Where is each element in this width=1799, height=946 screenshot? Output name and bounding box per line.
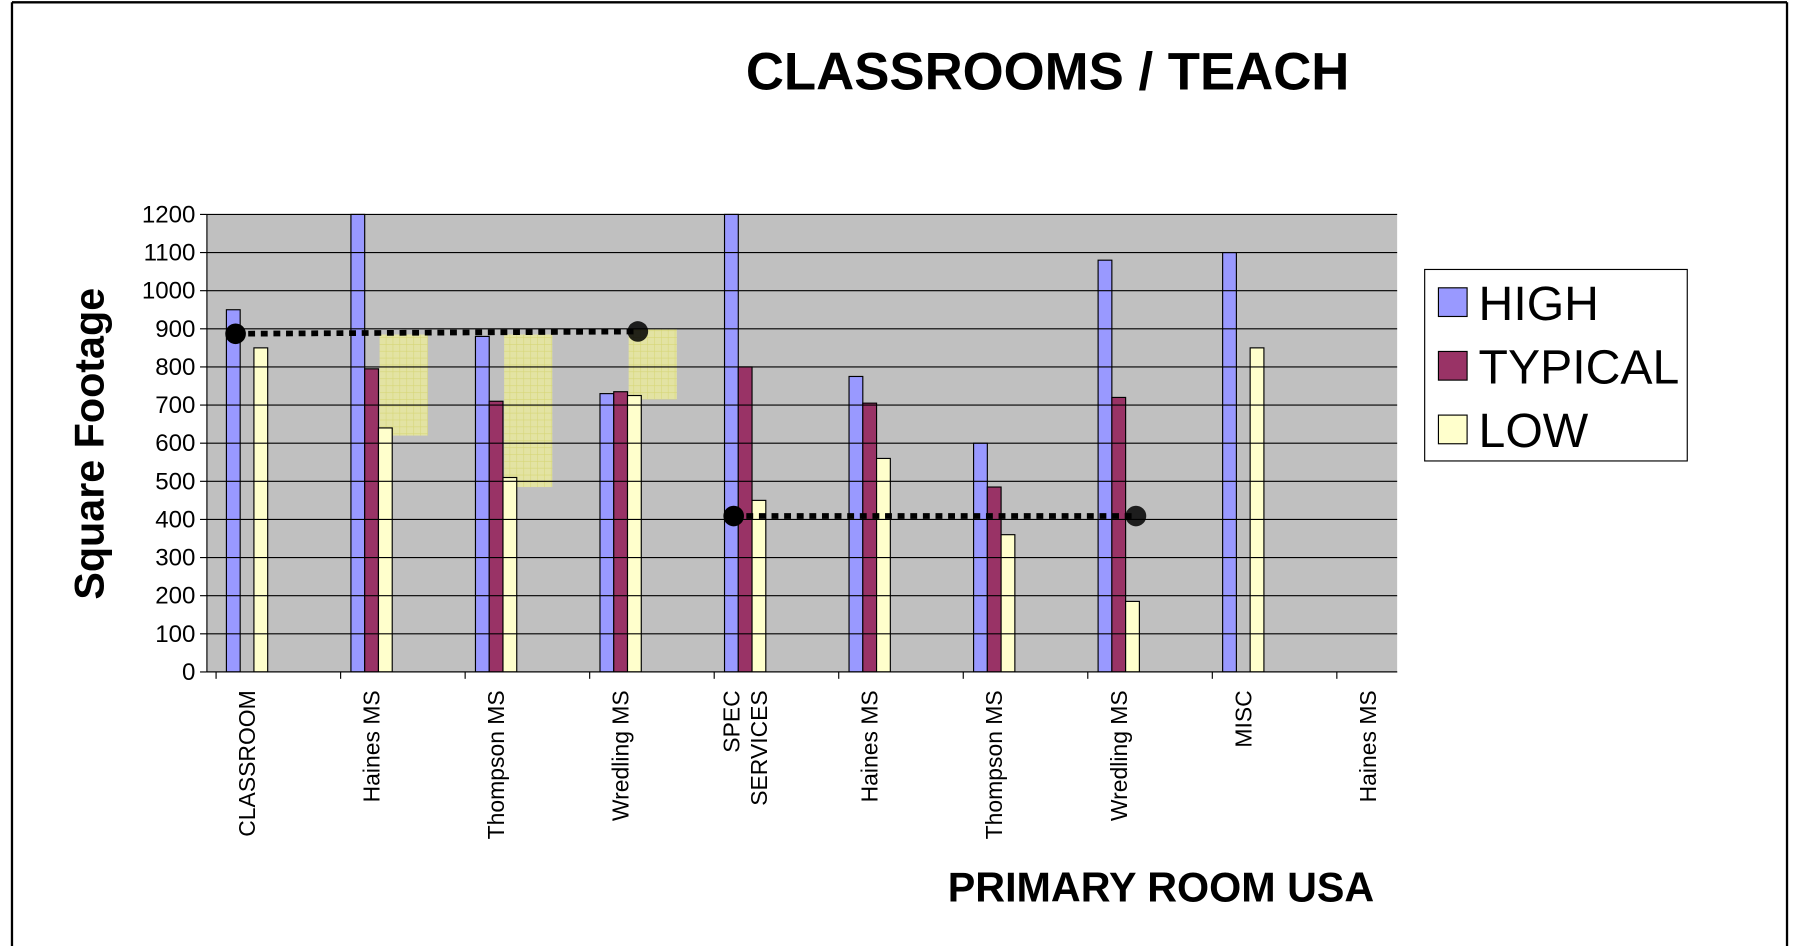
bar — [599, 393, 615, 672]
bar — [1249, 347, 1265, 672]
y-tick-label: 900 — [155, 316, 195, 343]
legend-swatch — [1437, 287, 1468, 318]
bar — [1111, 396, 1127, 672]
x-tick-label: Wredling MS — [608, 690, 634, 821]
y-tick-label: 1200 — [142, 201, 196, 228]
x-axis-title: PRIMARY ROOM USA — [948, 864, 1374, 910]
bar — [474, 335, 490, 672]
y-tick-label: 700 — [155, 392, 195, 419]
bar — [848, 375, 864, 672]
y-tick-label: 200 — [155, 583, 195, 610]
bar — [1097, 259, 1113, 672]
legend — [1424, 268, 1688, 462]
highlight — [379, 334, 428, 436]
legend-label: LOW — [1479, 404, 1589, 458]
x-tick-label: Thompson MS — [981, 690, 1007, 839]
y-tick-label: 300 — [155, 545, 195, 572]
bar — [364, 368, 380, 672]
bar — [1000, 534, 1016, 672]
bar — [613, 391, 629, 672]
y-tick-label: 800 — [155, 354, 195, 381]
reference-point — [627, 321, 649, 342]
bar — [626, 394, 642, 672]
x-tick-label: Wredling MS — [1106, 690, 1132, 821]
bar — [1125, 600, 1140, 672]
x-tick-label: MISC — [1230, 690, 1256, 747]
bar — [253, 347, 269, 672]
x-tick-label: Haines MS — [857, 690, 883, 802]
reference-line — [235, 328, 638, 337]
x-tick-label: Thompson MS — [483, 690, 509, 839]
legend-label: TYPICAL — [1479, 341, 1680, 395]
plot-group — [225, 213, 1265, 672]
bar — [1222, 251, 1237, 672]
chart-title: CLASSROOMS / TEACH — [746, 42, 1350, 101]
legend-swatch — [1437, 414, 1468, 445]
bar — [488, 400, 504, 672]
x-tick-label: Haines MS — [1355, 690, 1381, 802]
bar — [751, 499, 767, 672]
y-tick-label: 1100 — [144, 240, 196, 267]
x-tick-label: Haines MS — [359, 690, 385, 802]
y-tick-label: 400 — [155, 506, 195, 533]
legend-swatch — [1437, 350, 1468, 381]
y-axis-title: Square Footage — [67, 288, 113, 600]
y-tick-label: 600 — [155, 430, 195, 457]
y-tick-label: 500 — [155, 468, 195, 495]
bar — [875, 457, 891, 672]
x-tick-label: SPECSERVICES — [718, 690, 772, 806]
y-tick-label: 100 — [155, 621, 195, 648]
bar — [502, 476, 518, 672]
bar — [225, 309, 241, 672]
reference-point — [1125, 505, 1147, 527]
bar — [377, 427, 393, 672]
reference-point — [723, 505, 745, 527]
y-tick-label: 0 — [182, 659, 195, 686]
x-tick-label: CLASSROOM — [234, 690, 260, 836]
reference-point — [225, 323, 246, 345]
highlight — [504, 334, 553, 488]
y-tick-label: 1000 — [142, 278, 196, 305]
legend-label: HIGH — [1479, 277, 1599, 331]
